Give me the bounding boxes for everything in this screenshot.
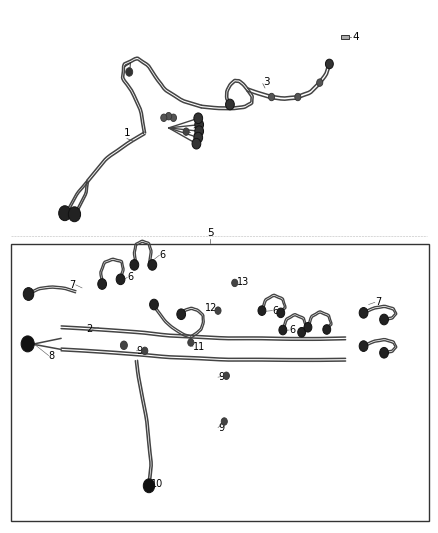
Circle shape xyxy=(59,206,71,221)
Text: 7: 7 xyxy=(375,297,381,308)
Text: 7: 7 xyxy=(70,280,76,290)
Circle shape xyxy=(161,114,167,122)
Circle shape xyxy=(221,418,227,425)
Text: 11: 11 xyxy=(193,342,205,352)
Circle shape xyxy=(98,279,106,289)
Circle shape xyxy=(142,347,148,354)
Text: 2: 2 xyxy=(86,324,92,334)
Circle shape xyxy=(279,325,287,335)
Circle shape xyxy=(258,306,266,316)
Circle shape xyxy=(177,309,186,320)
Circle shape xyxy=(116,274,125,285)
Text: 1: 1 xyxy=(124,127,131,138)
Circle shape xyxy=(232,279,238,287)
Circle shape xyxy=(195,126,204,136)
Circle shape xyxy=(126,68,133,76)
Circle shape xyxy=(226,99,234,110)
Circle shape xyxy=(298,327,306,337)
Circle shape xyxy=(223,372,230,379)
Text: 9: 9 xyxy=(218,423,224,433)
Text: 13: 13 xyxy=(237,277,249,287)
Text: 6: 6 xyxy=(272,305,279,316)
Text: 2: 2 xyxy=(192,127,198,136)
Text: 6: 6 xyxy=(289,325,295,335)
Circle shape xyxy=(380,314,389,325)
Circle shape xyxy=(194,113,203,124)
Circle shape xyxy=(170,114,177,122)
Circle shape xyxy=(194,132,203,143)
Circle shape xyxy=(359,308,368,318)
Circle shape xyxy=(325,59,333,69)
Circle shape xyxy=(195,119,204,130)
Circle shape xyxy=(295,93,301,101)
Text: 9: 9 xyxy=(137,346,142,356)
Circle shape xyxy=(68,207,81,222)
Circle shape xyxy=(380,348,389,358)
Circle shape xyxy=(359,341,368,351)
Bar xyxy=(341,35,349,39)
Circle shape xyxy=(183,128,189,135)
Circle shape xyxy=(120,341,127,350)
Bar xyxy=(11,244,429,521)
Circle shape xyxy=(21,336,34,352)
Circle shape xyxy=(323,325,331,334)
Text: 10: 10 xyxy=(151,479,163,489)
Circle shape xyxy=(130,260,139,270)
Circle shape xyxy=(150,299,159,310)
Circle shape xyxy=(192,139,201,149)
Circle shape xyxy=(23,288,34,301)
Text: 6: 6 xyxy=(159,250,166,260)
Text: 4: 4 xyxy=(352,32,359,42)
Circle shape xyxy=(188,339,194,346)
Text: 12: 12 xyxy=(205,303,217,313)
Text: 5: 5 xyxy=(207,228,214,238)
Circle shape xyxy=(268,93,275,101)
Text: 6: 6 xyxy=(127,272,133,282)
Text: 8: 8 xyxy=(49,351,55,360)
Circle shape xyxy=(215,307,221,314)
Circle shape xyxy=(277,308,285,318)
Circle shape xyxy=(304,322,312,332)
Text: 3: 3 xyxy=(263,77,269,86)
Text: 9: 9 xyxy=(218,372,224,382)
Circle shape xyxy=(143,479,155,492)
Circle shape xyxy=(317,79,323,86)
Circle shape xyxy=(166,112,172,120)
Circle shape xyxy=(148,260,157,270)
